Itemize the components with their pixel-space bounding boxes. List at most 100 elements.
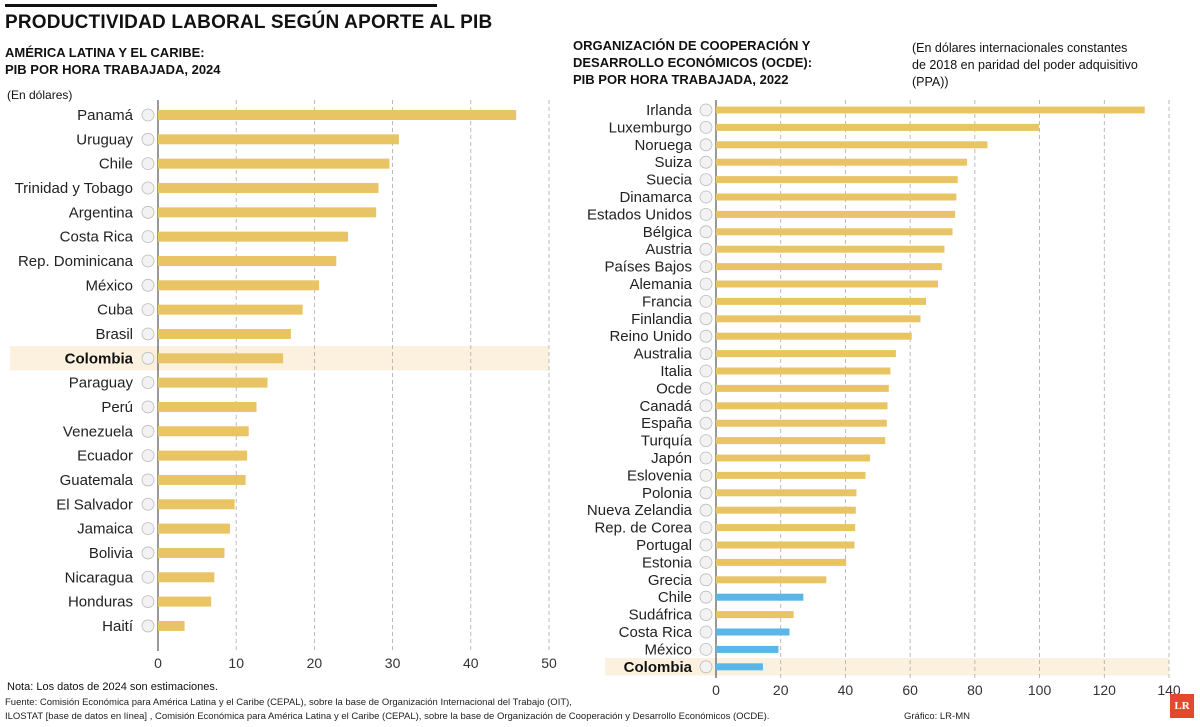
latam-label-nicaragua: Nicaragua bbox=[65, 569, 134, 586]
ocde-flag-icon-noruega bbox=[699, 138, 713, 152]
source-line-2: ILOSTAT [base de datos en línea] , Comis… bbox=[5, 711, 770, 722]
ocde-label-finlandia: Finlandia bbox=[631, 311, 693, 328]
ocde-tick-100: 100 bbox=[1028, 682, 1052, 698]
ocde-flag-icon-colombia bbox=[699, 660, 713, 674]
ocde-bar-ocde bbox=[716, 384, 889, 392]
latam-tick-50: 50 bbox=[541, 655, 557, 671]
ocde-bar-portugal bbox=[716, 541, 855, 549]
ocde-flag-icon-suecia bbox=[699, 173, 713, 187]
latam-label-venezuela: Venezuela bbox=[63, 423, 134, 440]
ocde-bar-suecia bbox=[716, 176, 958, 184]
latam-bar-panama bbox=[158, 110, 517, 120]
ocde-label-francia: Francia bbox=[642, 293, 693, 310]
latam-bar-jamaica bbox=[158, 523, 230, 534]
latam-flag-icon-paraguay bbox=[141, 376, 155, 390]
ocde-bar-japon bbox=[716, 454, 871, 462]
ocde-flag-icon-eslovenia bbox=[699, 468, 713, 482]
ocde-bar-estonia bbox=[716, 558, 847, 566]
latam-bar-uruguay bbox=[158, 134, 399, 145]
latam-bar-argentina bbox=[158, 207, 377, 218]
ocde-label-paises-bajos: Países Bajos bbox=[604, 259, 692, 276]
ocde-bar-alemania bbox=[716, 280, 938, 288]
ocde-bar-colombia bbox=[716, 663, 763, 671]
ocde-label-nueva-zelandia: Nueva Zelandia bbox=[587, 502, 693, 519]
ocde-bar-eslovenia bbox=[716, 471, 866, 479]
latam-bar-guatemala bbox=[158, 474, 246, 485]
ocde-tick-60: 60 bbox=[902, 682, 918, 698]
latam-tick-40: 40 bbox=[463, 655, 479, 671]
ocde-flag-icon-dinamarca bbox=[699, 190, 713, 204]
ocde-bar-estados-unidos bbox=[716, 210, 956, 218]
ocde-label-estados-unidos: Estados Unidos bbox=[587, 206, 692, 223]
ocde-label-mexico: México bbox=[644, 641, 692, 658]
note: Nota: Los datos de 2024 son estimaciones… bbox=[7, 681, 218, 693]
ocde-label-dinamarca: Dinamarca bbox=[619, 189, 692, 206]
latam-label-el-salvador: El Salvador bbox=[56, 496, 133, 513]
ocde-label-italia: Italia bbox=[660, 363, 692, 380]
ocde-bar-rep-de-corea bbox=[716, 524, 856, 532]
ocde-flag-icon-suiza bbox=[699, 155, 713, 169]
ocde-label-noruega: Noruega bbox=[634, 137, 692, 154]
latam-flag-icon-argentina bbox=[141, 205, 155, 219]
ocde-label-rep-de-corea: Rep. de Corea bbox=[594, 520, 692, 537]
ocde-label-colombia: Colombia bbox=[624, 659, 693, 676]
right-subtitle-line-1: ORGANIZACIÓN DE COOPERACIÓN Y bbox=[573, 38, 811, 53]
latam-label-haiti: Haití bbox=[102, 618, 134, 635]
right-unit-line-1: (En dólares internacionales constantes bbox=[912, 41, 1128, 55]
ocde-tick-80: 80 bbox=[967, 682, 983, 698]
ocde-label-japon: Japón bbox=[651, 450, 692, 467]
ocde-label-irlanda: Irlanda bbox=[646, 102, 693, 119]
ocde-flag-icon-reino-unido bbox=[699, 329, 713, 343]
ocde-label-grecia: Grecia bbox=[648, 572, 693, 589]
latam-bar-brasil bbox=[158, 328, 291, 339]
ocde-bar-paises-bajos bbox=[716, 263, 942, 271]
latam-label-colombia: Colombia bbox=[65, 350, 134, 367]
latam-label-brasil: Brasil bbox=[95, 326, 133, 343]
title-rule bbox=[5, 4, 437, 7]
ocde-label-alemania: Alemania bbox=[629, 276, 692, 293]
latam-bar-rep-dominicana bbox=[158, 255, 337, 266]
latam-flag-icon-honduras bbox=[141, 595, 155, 608]
latam-label-honduras: Honduras bbox=[68, 594, 133, 611]
page-title: PRODUCTIVIDAD LABORAL SEGÚN APORTE AL PI… bbox=[5, 12, 493, 33]
latam-tick-20: 20 bbox=[307, 655, 323, 671]
ocde-flag-icon-mexico bbox=[699, 643, 713, 656]
ocde-label-canada: Canadá bbox=[639, 398, 692, 415]
latam-flag-icon-venezuela bbox=[141, 424, 155, 438]
latam-bar-peru bbox=[158, 401, 257, 412]
ocde-flag-icon-ocde bbox=[699, 381, 713, 395]
ocde-flag-icon-turquia bbox=[699, 434, 713, 448]
latam-flag-icon-cuba bbox=[141, 303, 155, 317]
latam-label-costa-rica: Costa Rica bbox=[60, 229, 134, 246]
latam-bar-chile bbox=[158, 158, 390, 169]
ocde-bar-australia bbox=[716, 350, 896, 358]
ocde-bar-turquia bbox=[716, 437, 886, 445]
ocde-bar-reino-unido bbox=[716, 332, 912, 340]
lr-logo: LR bbox=[1170, 694, 1194, 718]
ocde-bar-mexico bbox=[716, 645, 779, 653]
ocde-flag-icon-finlandia bbox=[699, 312, 713, 326]
latam-label-rep-dominicana: Rep. Dominicana bbox=[18, 253, 134, 270]
ocde-tick-0: 0 bbox=[712, 682, 720, 698]
right-unit-line-3: (PPA)) bbox=[912, 75, 949, 89]
source: Fuente: Comisión Económica para América … bbox=[5, 696, 769, 724]
right-unit-line-2: de 2018 en paridad del poder adquisitivo bbox=[912, 58, 1138, 72]
right-subtitle-line-3: PIB POR HORA TRABAJADA, 2022 bbox=[573, 72, 789, 87]
latam-flag-icon-uruguay bbox=[141, 132, 155, 146]
ocde-label-eslovenia: Eslovenia bbox=[627, 467, 693, 484]
latam-tick-10: 10 bbox=[228, 655, 244, 671]
latam-bar-paraguay bbox=[158, 377, 268, 388]
left-unit-label: (En dólares) bbox=[7, 88, 73, 102]
latam-tick-0: 0 bbox=[154, 655, 162, 671]
ocde-flag-icon-alemania bbox=[699, 277, 713, 291]
latam-bar-trinidad-y-tobago bbox=[158, 182, 379, 193]
latam-flag-icon-rep-dominicana bbox=[141, 254, 155, 268]
latam-label-ecuador: Ecuador bbox=[77, 448, 133, 465]
latam-bar-costa-rica bbox=[158, 231, 349, 242]
ocde-tick-20: 20 bbox=[773, 682, 789, 698]
latam-flag-icon-el-salvador bbox=[141, 497, 155, 511]
latam-flag-icon-colombia bbox=[141, 351, 155, 365]
latam-flag-icon-peru bbox=[141, 400, 155, 414]
ocde-bar-italia bbox=[716, 367, 891, 375]
ocde-highlight-band bbox=[605, 658, 1169, 676]
